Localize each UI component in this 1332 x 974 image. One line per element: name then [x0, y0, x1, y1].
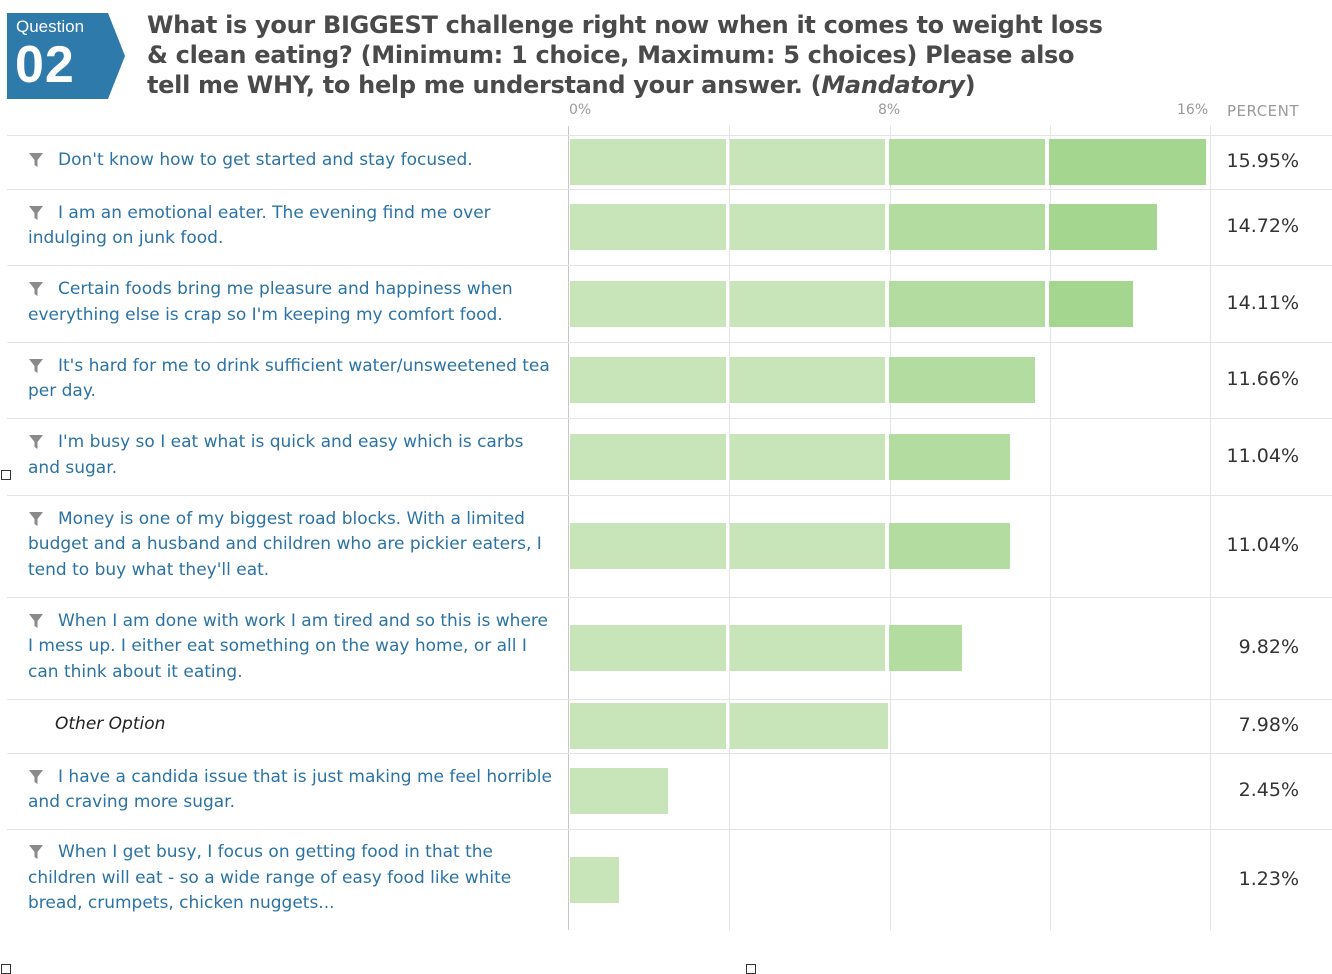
question-title: What is your BIGGEST challenge right now…: [147, 10, 1107, 100]
gridline: [1050, 126, 1051, 930]
value-label: 2.45%: [1238, 779, 1299, 801]
category-label[interactable]: When I get busy, I focus on getting food…: [28, 840, 558, 917]
row-divider: [7, 342, 1332, 343]
y-axis-line: [568, 126, 569, 930]
question-title-end: ): [964, 71, 976, 99]
bar-segment: [570, 768, 668, 814]
category-label[interactable]: When I am done with work I am tired and …: [28, 609, 558, 686]
category-label-text: I'm busy so I eat what is quick and easy…: [28, 432, 524, 478]
gridline: [1210, 126, 1211, 930]
bar-segment: [729, 280, 885, 327]
category-label-text: I am an emotional eater. The evening fin…: [28, 202, 491, 249]
bar-segment: [570, 856, 620, 903]
value-label: 9.82%: [1238, 636, 1299, 658]
bar-segment: [1048, 139, 1206, 185]
selection-handle: [746, 964, 756, 974]
filter-icon[interactable]: [28, 358, 58, 373]
category-label-text: Other Option: [55, 714, 166, 735]
category-label: Other Option: [28, 712, 558, 738]
value-label: 11.04%: [1226, 534, 1299, 556]
x-tick-label: 8%: [878, 102, 901, 118]
percent-column-header: PERCENT: [1227, 102, 1300, 120]
category-label[interactable]: Money is one of my biggest road blocks. …: [28, 507, 558, 584]
value-label: 14.11%: [1226, 291, 1299, 314]
bar-segment: [729, 523, 885, 569]
category-label-text: I have a candida issue that is just maki…: [28, 766, 552, 813]
filter-icon[interactable]: [28, 511, 58, 526]
value-label: 7.98%: [1238, 714, 1299, 736]
category-label[interactable]: I'm busy so I eat what is quick and easy…: [28, 430, 558, 481]
question-badge-label: Question: [16, 17, 85, 36]
category-label-text: It's hard for me to drink sufficient wat…: [28, 355, 550, 402]
bar-segment: [1048, 280, 1133, 327]
value-label: 1.23%: [1238, 867, 1299, 890]
value-label: 15.95%: [1226, 150, 1299, 172]
bar-segment: [729, 357, 885, 403]
bar-segment: [570, 523, 726, 569]
value-label: 14.72%: [1226, 215, 1299, 237]
bar-segment: [889, 204, 1045, 250]
row-divider: [7, 495, 1332, 496]
bar-segment: [729, 139, 885, 185]
x-tick-label: 16%: [1177, 102, 1209, 118]
row-divider: [7, 597, 1332, 598]
row-divider: [7, 699, 1332, 700]
bar-segment: [729, 204, 885, 250]
filter-icon[interactable]: [28, 613, 58, 628]
bar-segment: [570, 139, 726, 185]
selection-handle: [1, 964, 11, 974]
question-title-mandatory: Mandatory: [821, 71, 965, 99]
question-number: 02: [15, 36, 75, 94]
category-label-text: Don't know how to get started and stay f…: [58, 150, 473, 171]
row-divider: [7, 753, 1332, 754]
bar-segment: [729, 625, 885, 671]
category-label-text: Certain foods bring me pleasure and happ…: [28, 279, 513, 325]
bar-segment: [889, 357, 1035, 403]
bar-segment: [570, 703, 726, 749]
bar-segment: [729, 433, 885, 480]
category-label[interactable]: It's hard for me to drink sufficient wat…: [28, 354, 558, 405]
question-badge: Question 02: [7, 13, 125, 99]
category-label[interactable]: I am an emotional eater. The evening fin…: [28, 201, 558, 252]
value-label: 11.04%: [1226, 444, 1299, 467]
x-tick-label: 0%: [569, 102, 592, 118]
bar-segment: [889, 433, 1011, 480]
bar-segment: [1048, 204, 1157, 250]
category-label[interactable]: Don't know how to get started and stay f…: [28, 148, 558, 174]
bar-segment: [889, 523, 1011, 569]
row-divider: [7, 418, 1332, 419]
bar-segment: [729, 703, 889, 749]
value-label: 11.66%: [1226, 368, 1299, 390]
row-divider: [7, 265, 1332, 266]
category-label-text: When I get busy, I focus on getting food…: [28, 842, 512, 914]
bar-segment: [570, 280, 726, 327]
bar-segment: [889, 625, 962, 671]
question-title-main: What is your BIGGEST challenge right now…: [147, 11, 1103, 99]
category-label[interactable]: I have a candida issue that is just maki…: [28, 765, 558, 816]
filter-icon[interactable]: [28, 152, 58, 168]
category-label[interactable]: Certain foods bring me pleasure and happ…: [28, 277, 558, 328]
bar-segment: [570, 625, 726, 671]
bar-segment: [570, 204, 726, 250]
row-divider: [7, 135, 1332, 136]
selection-handle: [1, 470, 11, 480]
category-label-text: When I am done with work I am tired and …: [28, 610, 548, 682]
filter-icon[interactable]: [28, 769, 58, 784]
category-label-text: Money is one of my biggest road blocks. …: [28, 508, 542, 580]
filter-icon[interactable]: [28, 205, 58, 220]
bar-segment: [889, 139, 1045, 185]
filter-icon[interactable]: [28, 844, 58, 860]
bar-segment: [570, 433, 726, 480]
filter-icon[interactable]: [28, 281, 58, 296]
row-divider: [7, 189, 1332, 190]
row-divider: [7, 829, 1332, 830]
bar-segment: [570, 357, 726, 403]
filter-icon[interactable]: [28, 434, 58, 449]
bar-segment: [889, 280, 1045, 327]
